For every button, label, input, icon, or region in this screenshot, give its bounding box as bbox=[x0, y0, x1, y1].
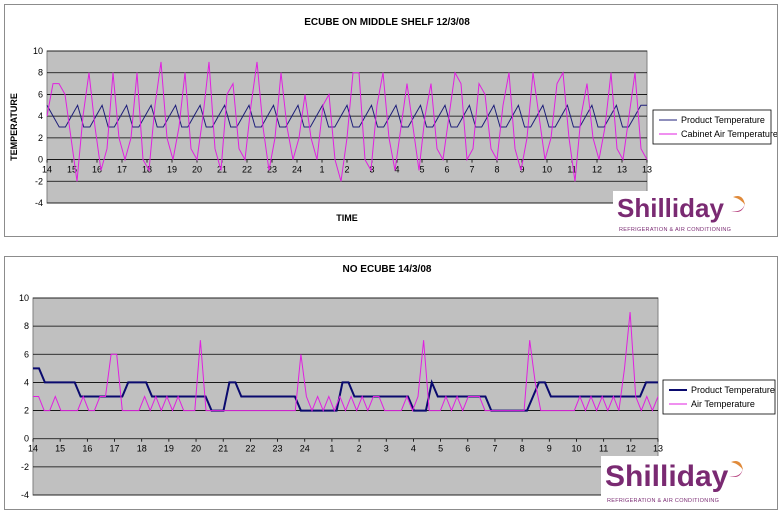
y-axis-label: TEMPERATURE bbox=[9, 93, 19, 161]
legend: Product Temperature Cabinet Air Temperatu… bbox=[652, 109, 777, 145]
y-tick-label: 2 bbox=[38, 133, 43, 143]
logo-swoosh-top bbox=[731, 461, 743, 470]
x-tick-label: 17 bbox=[117, 165, 127, 175]
y-tick-label: -4 bbox=[35, 198, 43, 208]
x-tick-label: 7 bbox=[492, 444, 497, 454]
x-tick-label: 13 bbox=[653, 444, 663, 454]
plot-area bbox=[46, 50, 648, 204]
x-tick-label: 10 bbox=[571, 444, 581, 454]
chart-panel-no-ecube: NO ECUBE 14/3/08 -4 -2 0 2 4 6 8 10 14 15 16 17 18 19 2… bbox=[4, 256, 778, 510]
x-tick-label: 7 bbox=[469, 165, 474, 175]
x-tick-label: 14 bbox=[42, 165, 52, 175]
series-line-2 bbox=[46, 61, 648, 182]
y-tick-label: 10 bbox=[33, 46, 43, 56]
x-tick-label: 19 bbox=[167, 165, 177, 175]
x-tick-label: 10 bbox=[542, 165, 552, 175]
x-tick-label: 17 bbox=[110, 444, 120, 454]
legend-label-1: Product Temperature bbox=[681, 115, 765, 125]
x-tick-label: 12 bbox=[626, 444, 636, 454]
x-tick-label: 2 bbox=[344, 165, 349, 175]
y-tick-label: 8 bbox=[24, 321, 29, 331]
x-tick-label: 20 bbox=[191, 444, 201, 454]
x-tick-label: 9 bbox=[547, 444, 552, 454]
y-tick-label: 8 bbox=[38, 68, 43, 78]
legend-label-2: Cabinet Air Temperature bbox=[681, 129, 777, 139]
legend-label-1: Product Temperature bbox=[691, 385, 775, 395]
x-tick-label: 4 bbox=[394, 165, 399, 175]
series-line-2 bbox=[33, 312, 659, 412]
chart-title: ECUBE ON MIDDLE SHELF 12/3/08 bbox=[304, 17, 470, 28]
x-tick-label: 16 bbox=[92, 165, 102, 175]
x-tick-label: 24 bbox=[300, 444, 310, 454]
x-tick-label: 16 bbox=[82, 444, 92, 454]
logo-background bbox=[613, 191, 753, 233]
x-tick-label: 11 bbox=[599, 444, 608, 454]
x-tick-label: 6 bbox=[465, 444, 470, 454]
series-line-1 bbox=[33, 367, 658, 412]
legend-label-2: Air Temperature bbox=[691, 399, 755, 409]
x-tick-label: 3 bbox=[369, 165, 374, 175]
shilliday-logo: Shilliday REFRIGERATION & AIR CONDITIONIN… bbox=[613, 191, 753, 233]
x-tick-label: 4 bbox=[411, 444, 416, 454]
x-tick-label: 18 bbox=[137, 444, 147, 454]
series-line-1 bbox=[46, 104, 647, 128]
x-tick-label: 18 bbox=[142, 165, 152, 175]
x-tick-label: 23 bbox=[273, 444, 283, 454]
x-tick-label: 5 bbox=[419, 165, 424, 175]
logo-wordmark: Shilliday bbox=[617, 193, 724, 223]
y-tick-label: 0 bbox=[24, 434, 29, 444]
x-tick-label: 20 bbox=[192, 165, 202, 175]
x-tick-label: 2 bbox=[357, 444, 362, 454]
x-tick-label: 8 bbox=[494, 165, 499, 175]
x-tick-label: 6 bbox=[444, 165, 449, 175]
x-tick-label: 13 bbox=[642, 165, 652, 175]
x-tick-label: 23 bbox=[267, 165, 277, 175]
x-tick-label: 14 bbox=[28, 444, 38, 454]
y-tick-label: 0 bbox=[38, 155, 43, 165]
x-tick-label: 11 bbox=[567, 165, 576, 175]
x-tick-label: 15 bbox=[55, 444, 65, 454]
chart-title: NO ECUBE 14/3/08 bbox=[343, 264, 432, 275]
x-tick-label: 3 bbox=[384, 444, 389, 454]
x-axis-label: TIME bbox=[336, 213, 358, 223]
y-tick-label: -4 bbox=[21, 490, 29, 500]
y-tick-label: 6 bbox=[24, 349, 29, 359]
shilliday-logo: Shilliday REFRIGERATION & AIR CONDITIONIN… bbox=[601, 456, 751, 504]
y-tick-label: 6 bbox=[38, 89, 43, 99]
y-tick-label: 4 bbox=[24, 377, 29, 387]
logo-swoosh-bottom bbox=[729, 468, 743, 477]
x-tick-label: 13 bbox=[617, 165, 627, 175]
logo-wordmark: Shilliday bbox=[605, 460, 729, 493]
y-tick-label: -2 bbox=[21, 462, 29, 472]
x-tick-label: 21 bbox=[218, 444, 228, 454]
x-tick-label: 22 bbox=[242, 165, 252, 175]
logo-background bbox=[601, 456, 751, 504]
chart-svg-ecube: ECUBE ON MIDDLE SHELF 12/3/08-4-20246810… bbox=[9, 17, 777, 233]
y-tick-label: 10 bbox=[19, 293, 29, 303]
logo-tagline: REFRIGERATION & AIR CONDITIONING bbox=[607, 498, 719, 504]
x-tick-label: 5 bbox=[438, 444, 443, 454]
x-tick-label: 22 bbox=[245, 444, 255, 454]
x-tick-label: 15 bbox=[67, 165, 77, 175]
logo-swoosh-top bbox=[733, 196, 745, 205]
x-tick-label: 9 bbox=[519, 165, 524, 175]
x-tick-label: 1 bbox=[319, 165, 324, 175]
x-tick-label: 24 bbox=[292, 165, 302, 175]
x-tick-label: 8 bbox=[520, 444, 525, 454]
x-tick-label: 21 bbox=[217, 165, 227, 175]
legend-box bbox=[662, 379, 776, 415]
y-tick-label: -2 bbox=[35, 176, 43, 186]
legend-box bbox=[652, 109, 772, 145]
x-tick-label: 19 bbox=[164, 444, 174, 454]
y-tick-label: 4 bbox=[38, 111, 43, 121]
x-tick-label: 12 bbox=[592, 165, 602, 175]
chart-panel-ecube: ECUBE ON MIDDLE SHELF 12/3/08 -4 -2 0 2 4 6 8 10… bbox=[4, 4, 778, 237]
logo-tagline: REFRIGERATION & AIR CONDITIONING bbox=[619, 227, 731, 233]
y-tick-label: 2 bbox=[24, 406, 29, 416]
logo-swoosh-bottom bbox=[731, 203, 745, 212]
x-tick-label: 1 bbox=[329, 444, 334, 454]
legend: Product Temperature Air Temperature bbox=[662, 379, 776, 415]
